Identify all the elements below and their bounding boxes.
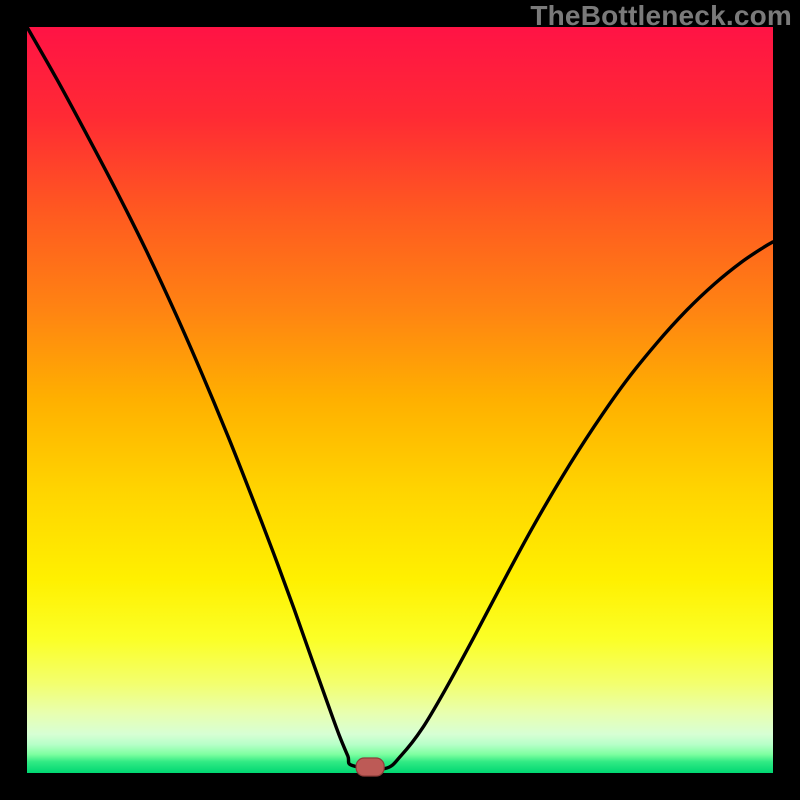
chart-svg — [0, 0, 800, 800]
watermark-text: TheBottleneck.com — [530, 0, 792, 32]
minimum-marker — [356, 758, 384, 776]
chart-stage: TheBottleneck.com — [0, 0, 800, 800]
plot-gradient — [27, 27, 773, 773]
